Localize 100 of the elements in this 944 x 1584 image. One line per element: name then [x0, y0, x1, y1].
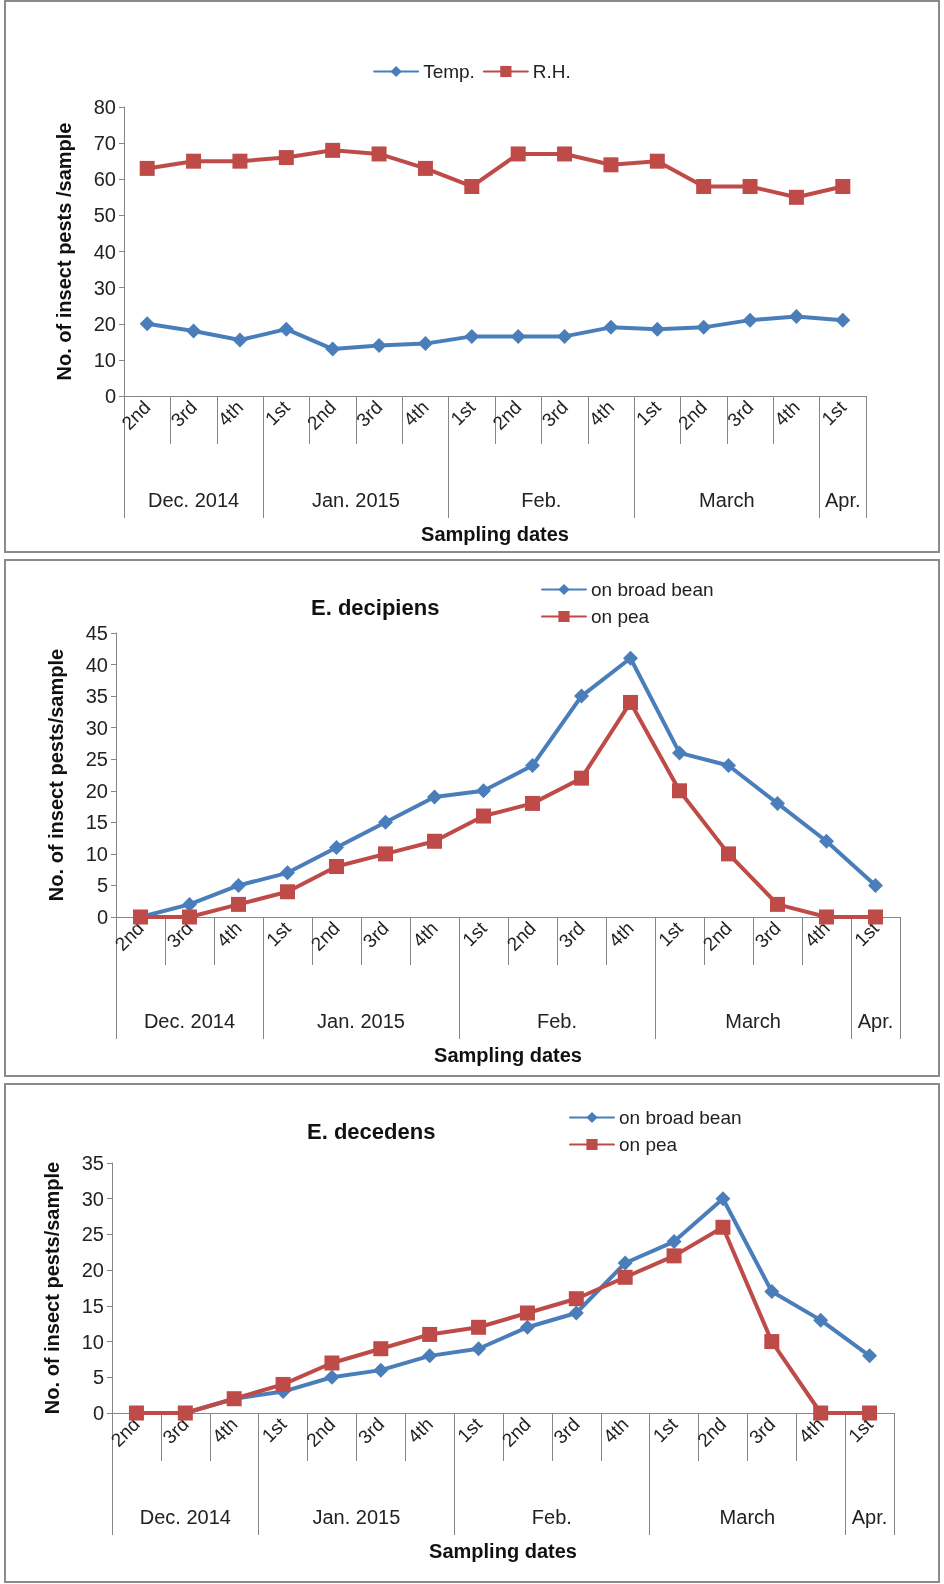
- point: [721, 758, 736, 774]
- point: [742, 178, 758, 194]
- point: [139, 160, 155, 176]
- x-tick-label: 1st: [260, 396, 295, 430]
- x-tick-label: 4th: [408, 917, 442, 952]
- y-tick-label: 40: [93, 240, 116, 263]
- text: Jan. 2015: [317, 1010, 405, 1032]
- y-tick-label: 0: [104, 385, 116, 407]
- point: [275, 1376, 291, 1392]
- legend-label: on pea: [591, 606, 650, 627]
- point: [182, 896, 197, 912]
- point: [764, 1334, 780, 1350]
- point: [623, 694, 638, 710]
- x-tick-label: 3rd: [358, 917, 393, 952]
- x-tick-label: 3rd: [549, 1413, 584, 1448]
- point: [422, 1348, 438, 1364]
- x-tick-label: 3rd: [166, 396, 201, 431]
- point: [525, 795, 540, 811]
- point: [672, 745, 687, 761]
- point: [568, 1291, 584, 1307]
- point: [672, 783, 687, 799]
- text: Feb.: [536, 1010, 578, 1032]
- legend-label: on broad bean: [619, 1107, 742, 1128]
- point: [417, 336, 433, 352]
- x-tick-label: 2nd: [693, 1413, 731, 1451]
- y-tick-label: 0: [96, 906, 108, 928]
- point: [715, 1191, 731, 1207]
- x-tick-label: 3rd: [723, 396, 758, 431]
- text: Jan. 2015: [311, 489, 400, 511]
- point: [813, 1312, 829, 1328]
- point: [422, 1326, 438, 1342]
- point: [280, 884, 295, 900]
- text: Feb.: [531, 1506, 572, 1528]
- point: [574, 770, 589, 786]
- y-tick-label: 35: [85, 685, 108, 708]
- x-tick-label: 4th: [212, 917, 246, 952]
- y-tick-label: 20: [81, 1259, 104, 1282]
- point: [770, 795, 785, 811]
- y-tick-label: 30: [81, 1187, 104, 1210]
- point: [232, 332, 248, 348]
- x-tick-label: 3rd: [158, 1413, 193, 1448]
- x-tick-label: 4th: [213, 396, 248, 431]
- point: [510, 328, 526, 344]
- point: [324, 1355, 340, 1371]
- x-tick-label: 1st: [648, 1413, 682, 1447]
- x-tick-label: 2nd: [698, 917, 736, 955]
- x-tick-label: 4th: [599, 1413, 633, 1448]
- chart-title: E. decedens: [307, 1118, 436, 1144]
- x-tick-label: 1st: [257, 1413, 291, 1447]
- point: [378, 814, 393, 830]
- x-tick-label: 2nd: [117, 396, 155, 434]
- point: [770, 896, 785, 912]
- point: [742, 312, 758, 328]
- point: [519, 1319, 535, 1335]
- x-tick-label: 2nd: [302, 1413, 340, 1451]
- point: [835, 178, 851, 194]
- x-tick-label: 4th: [770, 396, 804, 431]
- point: [862, 1348, 878, 1364]
- point: [427, 833, 442, 849]
- point: [182, 909, 197, 925]
- x-tick-label: 4th: [604, 917, 638, 952]
- point: [649, 321, 665, 337]
- y-axis-title: No. of insect pests /sample: [53, 122, 75, 381]
- x-tick-label: 4th: [403, 1413, 438, 1448]
- point: [617, 1255, 633, 1271]
- point: [232, 153, 248, 169]
- point: [835, 312, 851, 328]
- chart-title: E. decipiens: [311, 594, 440, 620]
- point: [417, 160, 433, 176]
- point: [139, 316, 155, 332]
- point: [623, 650, 638, 666]
- x-axis-title: Sampling dates: [434, 1044, 582, 1066]
- point: [476, 783, 491, 799]
- x-tick-label: 4th: [399, 396, 433, 431]
- point: [329, 840, 344, 856]
- point: [519, 1305, 535, 1321]
- point: [568, 1305, 584, 1321]
- x-tick-label: 3rd: [352, 396, 387, 431]
- text: Jan. 2015: [312, 1506, 401, 1528]
- y-axis-title: No. of insect pests/sample: [45, 648, 67, 902]
- point: [819, 833, 834, 849]
- point: [325, 142, 341, 158]
- x-tick-label: 1st: [262, 917, 296, 951]
- point: [231, 896, 246, 912]
- point: [788, 309, 804, 325]
- y-tick-label: 5: [92, 1366, 104, 1389]
- legend-label: R.H.: [532, 61, 571, 82]
- point: [696, 178, 712, 194]
- point: [371, 146, 387, 162]
- point: [666, 1248, 682, 1264]
- text: Feb.: [521, 489, 562, 511]
- point: [510, 146, 526, 162]
- x-tick-label: 3rd: [750, 917, 785, 952]
- point: [868, 877, 883, 893]
- point: [476, 808, 491, 824]
- x-tick-label: 1st: [654, 917, 688, 951]
- point: [324, 1369, 340, 1385]
- x-tick-label: 3rd: [554, 917, 589, 952]
- legend-label: on pea: [619, 1134, 678, 1155]
- point: [278, 150, 294, 166]
